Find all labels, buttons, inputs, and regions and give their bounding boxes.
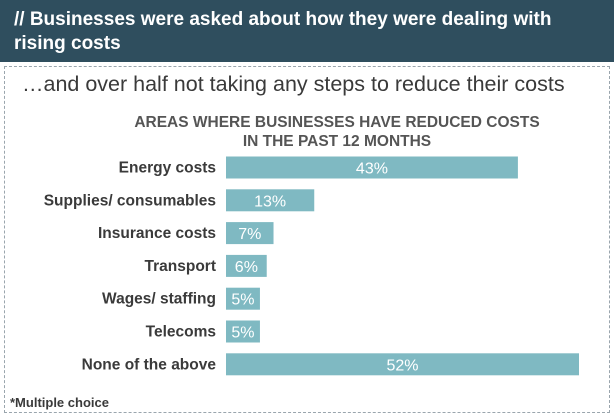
category-label-insurance-costs: Insurance costs: [98, 225, 216, 242]
content-panel: [4, 66, 610, 413]
footnote: *Multiple choice: [10, 395, 109, 410]
value-label-supplies-consumables: 13%: [254, 193, 286, 210]
value-label-wages-staffing: 5%: [231, 292, 254, 309]
value-label-none-of-the-above: 52%: [386, 357, 418, 374]
header-banner: // Businesses were asked about how they …: [0, 0, 614, 62]
category-label-none-of-the-above: None of the above: [82, 356, 217, 373]
bar-wages-staffing: [226, 287, 260, 310]
category-label-telecoms: Telecoms: [146, 324, 216, 341]
bar-energy-costs: [226, 156, 518, 179]
bar-insurance-costs: [226, 222, 274, 245]
category-label-transport: Transport: [145, 258, 216, 275]
value-label-energy-costs: 43%: [356, 161, 388, 178]
category-label-wages-staffing: Wages/ staffing: [102, 291, 216, 308]
value-label-insurance-costs: 7%: [238, 226, 261, 243]
chart-title-line-1: AREAS WHERE BUSINESSES HAVE REDUCED COST…: [134, 114, 540, 131]
category-label-supplies-consumables: Supplies/ consumables: [44, 192, 216, 209]
bar-telecoms: [226, 320, 260, 343]
category-label-energy-costs: Energy costs: [119, 160, 216, 177]
value-label-transport: 6%: [235, 259, 258, 276]
subtitle: …and over half not taking any steps to r…: [22, 72, 565, 96]
value-label-telecoms: 5%: [231, 325, 254, 342]
bar-transport: [226, 254, 267, 277]
banner-line-2: rising costs: [14, 33, 121, 54]
bar-supplies-consumables: [226, 189, 315, 212]
chart-title-line-2: IN THE PAST 12 MONTHS: [242, 133, 432, 150]
bar-none-of-the-above: [226, 353, 579, 376]
banner-line-1: // Businesses were asked about how they …: [14, 9, 552, 30]
